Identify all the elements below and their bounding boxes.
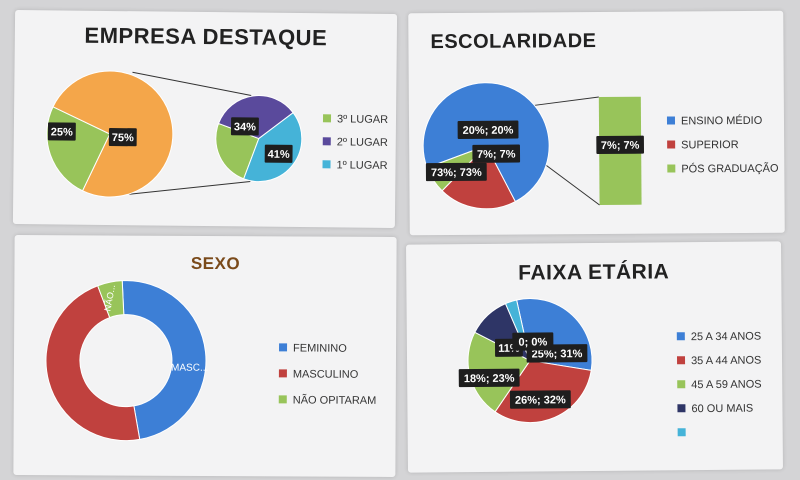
chart-panel-escolaridade: ESCOLARIDADE 73%; 73% 20%; 20% 7%; 7% 7%; … bbox=[408, 10, 785, 236]
legend-key-0 bbox=[666, 116, 676, 125]
pie-of-bar-chart: 73%; 73% 20%; 20% 7%; 7% 7%; 7% ENSINO MÉD… bbox=[422, 82, 779, 210]
legend-label-3: 60 OU MAIS bbox=[691, 403, 753, 416]
pie-data-label-0: 73%; 73% bbox=[431, 167, 482, 179]
legend-label-0: 25 A 34 ANOS bbox=[691, 331, 761, 344]
donut-data-label-2: NÃO... bbox=[102, 284, 117, 312]
main-pie: 73%; 73% 20%; 20% 7%; 7% bbox=[422, 82, 550, 210]
main-data-label-0-bg bbox=[47, 122, 76, 141]
legend-key-1 bbox=[278, 369, 287, 378]
legend-key-2 bbox=[278, 395, 287, 404]
chart-panel-faixa-etaria: FAIXA ETÁRIA 25%; 31% 26%; 32% 18%; 23% 11%… bbox=[406, 241, 783, 473]
pie-data-label-1: 26%; 32% bbox=[515, 394, 566, 406]
sec-data-label-1: 34% bbox=[234, 121, 256, 133]
pie-data-label-2: 18%; 23% bbox=[464, 373, 515, 385]
pie-data-label-2-bg bbox=[472, 144, 521, 163]
legend-label-2: 45 A 59 ANOS bbox=[691, 379, 761, 392]
connector-lines bbox=[533, 96, 600, 206]
legend-label-0: ENSINO MÉDIO bbox=[681, 114, 763, 128]
legend-label-0: FEMININO bbox=[293, 342, 347, 354]
donut: MASC... NÃO... bbox=[45, 280, 208, 442]
sec-data-label-2: 41% bbox=[268, 149, 290, 161]
connector-bottom bbox=[545, 164, 600, 206]
connector-bottom bbox=[129, 180, 251, 195]
legend-key-2 bbox=[667, 164, 676, 173]
chart-panel-sexo: SEXO MASC... NÃO... FEMININO MASCULINO NÃO … bbox=[13, 235, 397, 477]
pie: 25%; 31%26%; 32%18%; 23%11%0; 0% bbox=[458, 298, 593, 424]
legend-key-0 bbox=[279, 343, 288, 352]
main-pie: 25% 75% bbox=[46, 70, 174, 198]
bar-data-label-bg bbox=[596, 135, 645, 154]
donut-slice-1 bbox=[45, 285, 141, 442]
connector-lines bbox=[129, 71, 252, 195]
legend-label-0: 3º LUGAR bbox=[337, 113, 388, 126]
legend-key-1 bbox=[322, 137, 331, 146]
donut-chart: MASC... NÃO... FEMININO MASCULINO NÃO OPITA… bbox=[45, 280, 377, 442]
legend-label-2: PÓS GRADUAÇÃO bbox=[681, 162, 779, 176]
legend-label-2: NÃO OPITARAM bbox=[293, 393, 377, 406]
pie-data-label-1: 20%; 20% bbox=[463, 125, 514, 137]
connector-top bbox=[132, 71, 252, 96]
legend-key-0 bbox=[676, 332, 685, 341]
legend-key-2 bbox=[322, 160, 331, 169]
pie-data-label-2-bg bbox=[458, 368, 520, 388]
pie-chart: 25%; 31%26%; 32%18%; 23%11%0; 0% 25 A 34… bbox=[458, 298, 762, 437]
main-data-label-1-bg bbox=[108, 128, 137, 147]
legend-key-1 bbox=[667, 140, 676, 149]
pie-data-label-0-bg bbox=[425, 162, 487, 182]
legend: 25 A 34 ANOS 35 A 44 ANOS 45 A 59 ANOS 60 O… bbox=[676, 331, 762, 437]
donut-data-label-1: MASC... bbox=[171, 363, 208, 374]
chart-panel-empresa-destaque: EMPRESA DESTAQUE 25% 75% 34% 41% 3º LUGAR 2… bbox=[12, 10, 398, 228]
pie-slice-0 bbox=[422, 82, 550, 203]
bar-data-label: 7%; 7% bbox=[601, 140, 640, 152]
sec-slice-0 bbox=[215, 122, 260, 180]
pie-data-label-0: 25%; 31% bbox=[532, 348, 583, 360]
secondary-pie: 34% 41% bbox=[215, 95, 303, 183]
main-data-label-1: 75% bbox=[112, 132, 134, 144]
legend-key-2 bbox=[677, 380, 686, 389]
legend: 3º LUGAR 2º LUGAR 1º LUGAR bbox=[322, 113, 388, 172]
legend: ENSINO MÉDIO SUPERIOR PÓS GRADUAÇÃO bbox=[666, 114, 779, 176]
sec-data-label-1-bg bbox=[230, 117, 259, 136]
pie-of-pie-chart: 25% 75% 34% 41% 3º LUGAR 2º LUGAR 1º LUGAR bbox=[46, 70, 388, 198]
legend-label-2: 1º LUGAR bbox=[336, 159, 387, 172]
pie-data-label-1-bg bbox=[457, 120, 519, 139]
donut-slice-2 bbox=[97, 280, 125, 319]
legend-key-0 bbox=[322, 114, 332, 123]
connector-top bbox=[533, 96, 599, 106]
legend-label-1: SUPERIOR bbox=[681, 139, 739, 151]
legend-label-1: 35 A 44 ANOS bbox=[691, 355, 761, 368]
pie-data-label-4: 0; 0% bbox=[518, 336, 547, 348]
legend-key-3 bbox=[677, 404, 686, 413]
donut-slice-0 bbox=[121, 280, 207, 440]
sec-data-label-2-bg bbox=[264, 144, 293, 163]
legend-label-1: 2º LUGAR bbox=[337, 136, 388, 149]
legend-key-1 bbox=[676, 356, 686, 365]
pie-data-label-2: 7%; 7% bbox=[477, 149, 516, 161]
legend-label-1: MASCULINO bbox=[293, 368, 359, 380]
pie-data-label-4-bg bbox=[512, 332, 554, 351]
legend: FEMININO MASCULINO NÃO OPITARAM bbox=[278, 342, 377, 407]
main-data-label-0: 25% bbox=[51, 126, 73, 138]
pie-data-label-1-bg bbox=[509, 390, 571, 409]
secondary-bar: 7%; 7% bbox=[596, 96, 645, 205]
legend-key-4 bbox=[677, 428, 686, 437]
